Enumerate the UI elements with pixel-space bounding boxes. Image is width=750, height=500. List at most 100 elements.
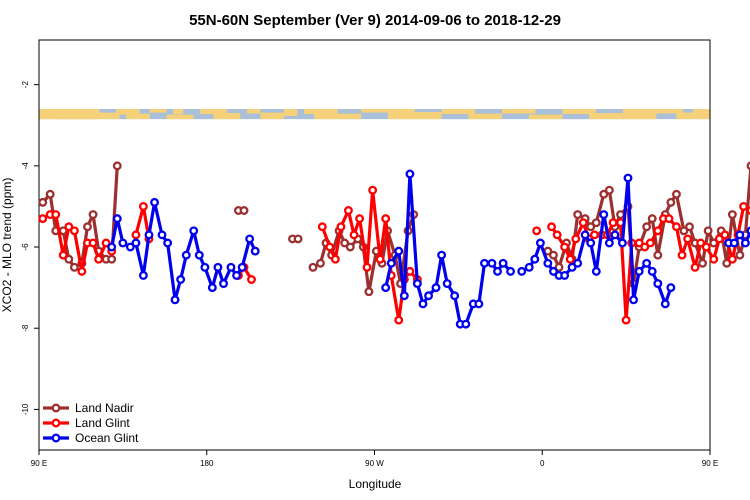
data-point — [118, 238, 128, 248]
data-point — [437, 250, 447, 260]
data-point — [548, 266, 558, 276]
data-point — [679, 226, 689, 236]
x-axis-label: Longitude — [349, 477, 402, 491]
strip-land-20 — [501, 109, 536, 114]
data-point — [696, 238, 706, 248]
strip-land-3 — [116, 109, 140, 115]
legend-label: Ocean Glint — [75, 431, 139, 445]
data-point — [219, 279, 228, 289]
data-point — [200, 262, 210, 272]
strip-land-16 — [387, 109, 415, 120]
y-tick-label: -8 — [21, 324, 30, 332]
data-point — [381, 283, 391, 293]
x-axis: 90 E 180 90 W 0 90 E — [31, 450, 718, 468]
data-point — [170, 295, 180, 305]
series-line — [320, 188, 419, 322]
data-point — [144, 230, 154, 240]
strip-land-8 — [200, 109, 227, 115]
data-point — [51, 210, 61, 220]
data-point — [112, 161, 122, 171]
data-point — [64, 222, 74, 232]
y-axis-label: XCO2 - MLO trend (ppm) — [0, 178, 14, 313]
strip-land-22 — [562, 109, 596, 115]
data-point — [487, 258, 497, 268]
y-tick-label: -6 — [21, 243, 30, 251]
data-point — [604, 185, 614, 195]
strip-land-18 — [441, 109, 476, 115]
data-point — [442, 279, 452, 289]
data-point — [629, 295, 639, 305]
strip-land-24 — [622, 109, 657, 120]
x-tick-label: 0 — [540, 459, 545, 468]
data-point — [530, 254, 540, 264]
data-point — [399, 291, 409, 301]
data-point — [245, 234, 255, 244]
strip-ocean — [39, 109, 710, 120]
data-point — [181, 250, 191, 260]
data-point — [213, 262, 223, 272]
strip-land-2 — [52, 109, 100, 120]
x-tick-label: 90 W — [365, 459, 384, 468]
data-point — [729, 238, 739, 248]
data-point — [735, 250, 745, 260]
data-point — [237, 262, 247, 272]
data-point — [394, 315, 404, 325]
data-point — [207, 283, 217, 293]
data-point — [746, 161, 750, 171]
data-point — [591, 218, 601, 228]
strip-land-19 — [468, 113, 502, 120]
data-point — [94, 254, 104, 264]
legend-marker — [51, 433, 61, 443]
data-point — [604, 238, 614, 248]
data-point — [554, 262, 564, 272]
data-point — [88, 210, 98, 220]
data-point — [138, 201, 148, 211]
data-point — [498, 258, 508, 268]
data-point — [746, 226, 750, 236]
strip-land-25 — [656, 109, 684, 114]
data-point — [336, 222, 346, 232]
series-layer — [38, 161, 750, 329]
data-point — [131, 230, 141, 240]
strip-land-7 — [173, 109, 184, 115]
data-point — [623, 173, 633, 183]
data-point — [647, 266, 657, 276]
data-point — [653, 250, 663, 260]
data-point — [578, 218, 588, 228]
data-point — [685, 222, 694, 232]
strip-land-6 — [166, 114, 194, 120]
data-point — [640, 242, 650, 252]
data-point — [608, 218, 618, 228]
data-point — [239, 206, 249, 215]
chart-title: 55N-60N September (Ver 9) 2014-09-06 to … — [189, 12, 561, 29]
data-point — [532, 226, 542, 236]
data-point — [599, 189, 609, 199]
y-tick-label: -10 — [21, 403, 30, 415]
data-point — [701, 242, 711, 252]
series-line — [110, 200, 257, 302]
data-point — [58, 250, 68, 260]
data-point — [194, 250, 204, 260]
data-point — [38, 197, 48, 207]
y-tick-label: -4 — [21, 162, 30, 170]
strip-land-15 — [361, 109, 388, 113]
data-point — [642, 258, 652, 268]
x-tick-label: 90 E — [31, 459, 47, 468]
data-point — [746, 206, 750, 215]
data-point — [138, 270, 148, 280]
data-point — [740, 238, 750, 248]
data-point — [642, 222, 652, 232]
data-point — [727, 254, 737, 264]
data-point — [720, 230, 730, 240]
strip-land-14 — [314, 113, 362, 120]
data-point — [38, 214, 48, 224]
data-point — [418, 299, 428, 309]
data-point — [580, 230, 590, 240]
data-point — [368, 185, 378, 195]
data-point — [727, 210, 737, 220]
data-point — [474, 299, 484, 309]
data-point — [634, 238, 644, 248]
data-point — [573, 258, 583, 268]
data-point — [698, 258, 707, 268]
